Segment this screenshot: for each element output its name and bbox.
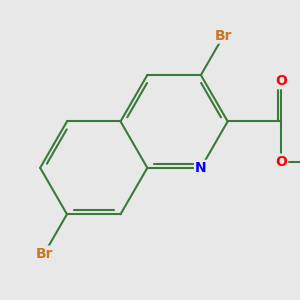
Text: O: O [275, 154, 287, 169]
Text: O: O [275, 74, 287, 88]
Text: N: N [195, 161, 207, 175]
Text: Br: Br [35, 247, 53, 261]
Text: Br: Br [215, 28, 232, 43]
